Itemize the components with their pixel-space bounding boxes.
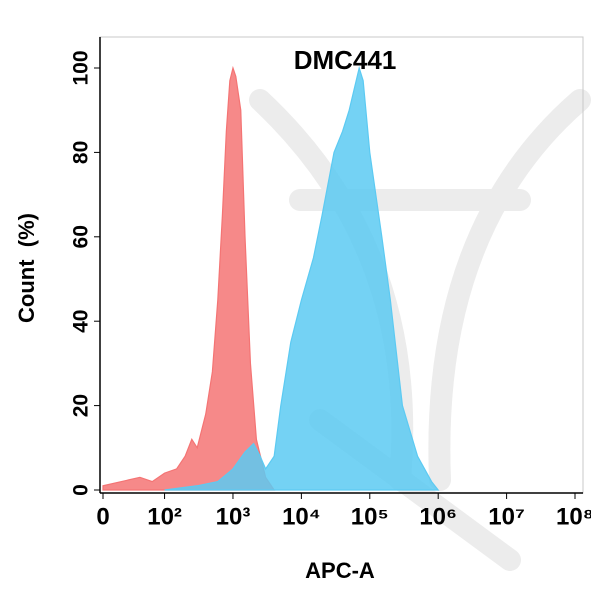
y-tick-label: 40 xyxy=(70,310,93,333)
y-axis-label: Count (%) xyxy=(14,213,39,323)
y-tick-label: 100 xyxy=(70,50,93,85)
x-tick-label: 10⁸ xyxy=(556,503,591,530)
chart-title: DMC441 xyxy=(294,45,397,75)
x-tick-label: 10⁷ xyxy=(488,503,525,530)
x-axis-label: APC-A xyxy=(305,558,375,583)
y-tick-label: 0 xyxy=(70,484,93,496)
y-tick-label: 80 xyxy=(70,141,93,164)
x-tick-label: 0 xyxy=(96,503,109,530)
histogram-area xyxy=(164,65,440,491)
x-tick-label: 10⁵ xyxy=(351,503,389,530)
y-tick-label: 20 xyxy=(70,394,93,417)
y-tick-label: 60 xyxy=(70,225,93,248)
x-tick-label: 10³ xyxy=(216,503,251,530)
x-tick-label: 10² xyxy=(147,503,182,530)
x-tick-label: 10⁴ xyxy=(282,503,321,530)
x-tick-label: 10⁶ xyxy=(419,503,457,530)
histogram-area xyxy=(102,65,276,491)
